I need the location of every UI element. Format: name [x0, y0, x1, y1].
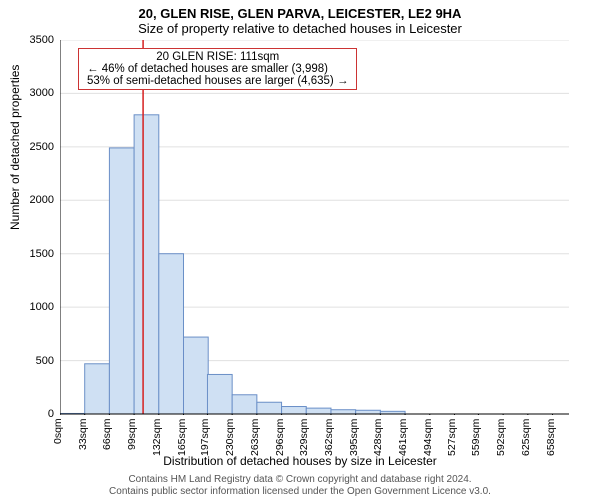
info-box: 20 GLEN RISE: 111sqm ← 46% of detached h… — [78, 48, 357, 90]
x-tick-label: 66sqm — [101, 418, 113, 450]
x-tick-label: 0sqm — [52, 418, 64, 444]
page-address: 20, GLEN RISE, GLEN PARVA, LEICESTER, LE… — [0, 0, 600, 21]
x-tick-label: 33sqm — [77, 418, 89, 450]
x-tick-label: 165sqm — [176, 419, 188, 456]
x-tick-label: 625sqm — [520, 419, 532, 456]
x-tick-label: 197sqm — [199, 419, 211, 456]
x-tick-label: 658sqm — [545, 419, 557, 456]
x-tick-label: 230sqm — [224, 419, 236, 456]
x-tick-label: 428sqm — [372, 419, 384, 456]
x-tick-label: 329sqm — [298, 419, 310, 456]
y-tick-label: 3500 — [2, 34, 54, 46]
y-tick-label: 2000 — [2, 194, 54, 206]
y-tick-label: 500 — [2, 355, 54, 367]
y-tick-label: 0 — [2, 408, 54, 420]
x-tick-label: 395sqm — [348, 419, 360, 456]
x-tick-label: 132sqm — [151, 419, 163, 456]
info-line-3: 53% of semi-detached houses are larger (… — [87, 75, 348, 87]
footer: Contains HM Land Registry data © Crown c… — [0, 474, 600, 498]
x-tick-label: 494sqm — [422, 419, 434, 456]
page: 20, GLEN RISE, GLEN PARVA, LEICESTER, LE… — [0, 0, 600, 500]
y-tick-label: 3000 — [2, 87, 54, 99]
x-axis-label: Distribution of detached houses by size … — [0, 454, 600, 468]
x-tick-label: 296sqm — [274, 419, 286, 456]
x-tick-label: 527sqm — [446, 419, 458, 456]
info-line-2: ← 46% of detached houses are smaller (3,… — [87, 63, 348, 75]
info-line-1: 20 GLEN RISE: 111sqm — [87, 51, 348, 63]
y-tick-label: 1000 — [2, 301, 54, 313]
footer-line-2: Contains public sector information licen… — [0, 486, 600, 498]
x-tick-label: 263sqm — [249, 419, 261, 456]
x-tick-label: 461sqm — [397, 419, 409, 456]
page-subtitle: Size of property relative to detached ho… — [0, 21, 600, 36]
y-tick-label: 1500 — [2, 248, 54, 260]
x-tick-label: 559sqm — [470, 419, 482, 456]
x-tick-label: 99sqm — [126, 418, 138, 450]
x-tick-label: 592sqm — [495, 419, 507, 456]
x-tick-label: 362sqm — [323, 419, 335, 456]
footer-line-1: Contains HM Land Registry data © Crown c… — [0, 474, 600, 486]
histogram-plot — [60, 40, 570, 415]
y-ticks: 0500100015002000250030003500 — [0, 40, 56, 415]
y-tick-label: 2500 — [2, 141, 54, 153]
